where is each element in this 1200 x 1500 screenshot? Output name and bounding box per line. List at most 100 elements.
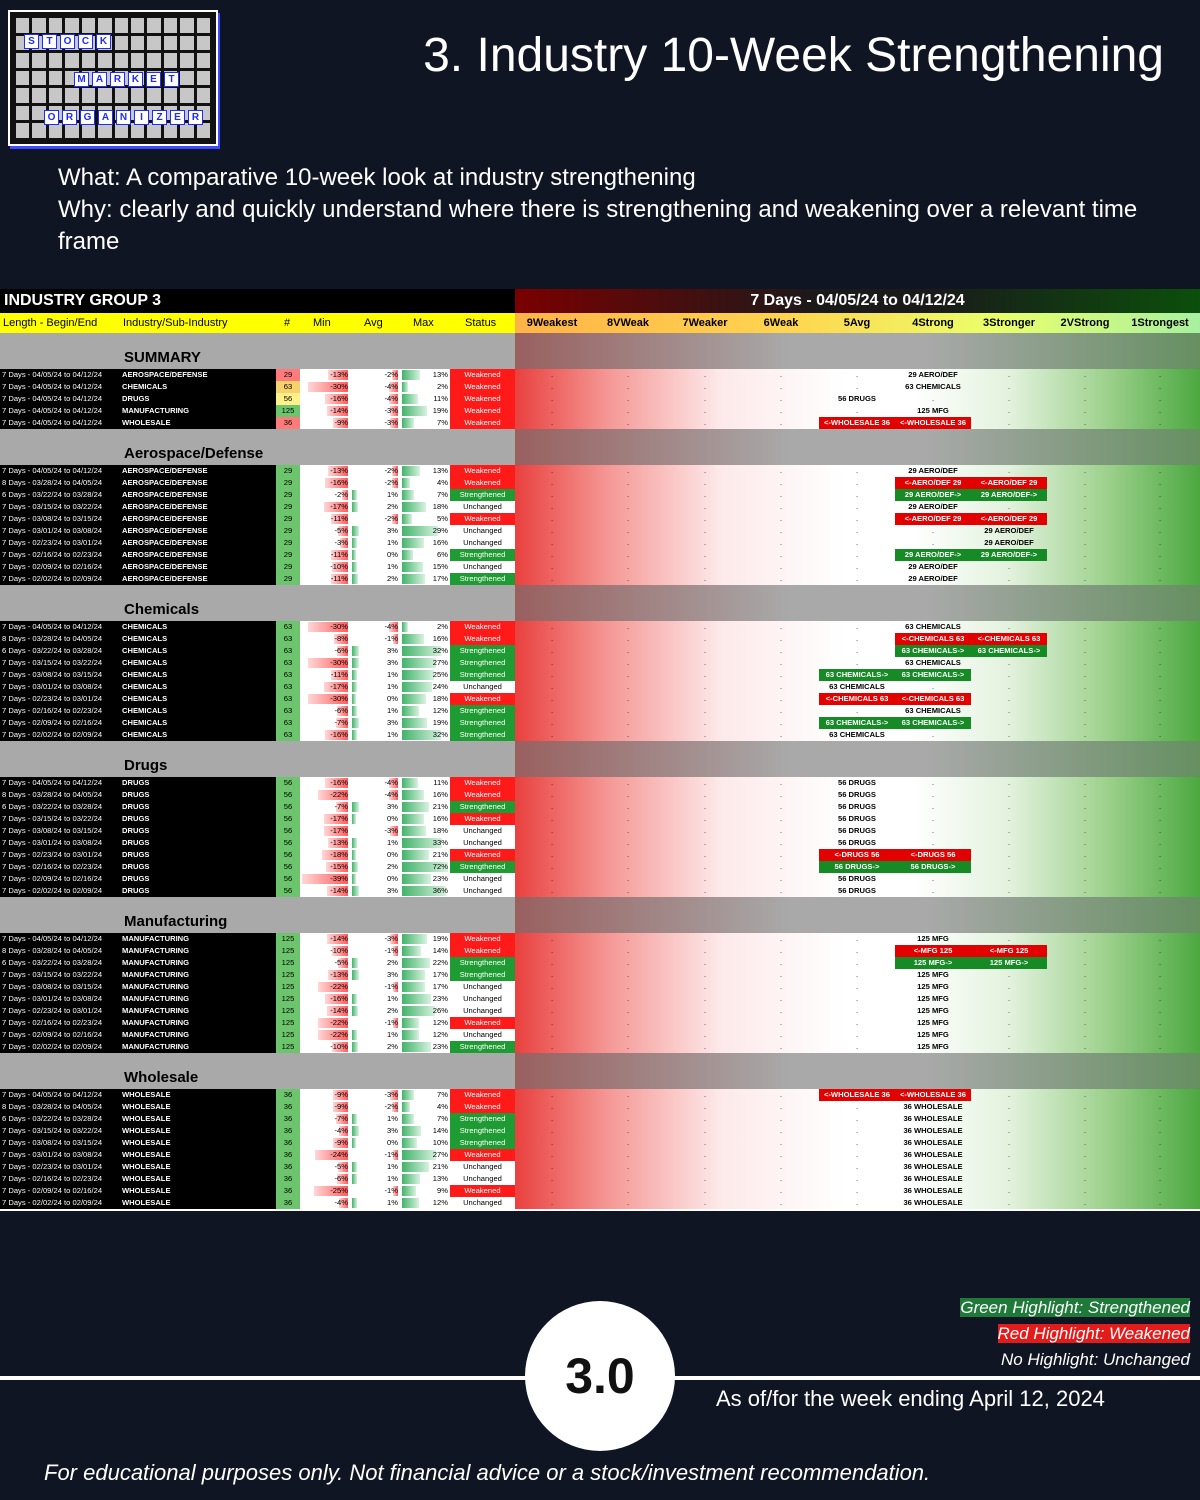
row-max-value: 21% bbox=[432, 802, 448, 811]
positive-bar bbox=[352, 670, 358, 680]
table-row: 7 Days - 02/23/24 to 03/01/24 AEROSPACE/D… bbox=[0, 537, 1200, 549]
row-max: 6% bbox=[400, 549, 450, 561]
row-min: -17% bbox=[300, 681, 350, 693]
lane-empty-marker: . bbox=[931, 802, 935, 811]
row-min-value: -9% bbox=[334, 1090, 348, 1099]
row-length: 7 Days - 02/23/24 to 03/01/24 bbox=[2, 1162, 103, 1171]
lane-empty-marker: . bbox=[779, 646, 783, 655]
lane-empty-marker: . bbox=[550, 466, 554, 475]
logo-tile bbox=[48, 70, 63, 86]
row-min-value: -30% bbox=[330, 382, 348, 391]
positive-bar bbox=[352, 502, 359, 512]
row-min: -9% bbox=[300, 417, 350, 429]
lane-empty-marker: . bbox=[779, 958, 783, 967]
row-min-value: -15% bbox=[330, 862, 348, 871]
row-industry: MANUFACTURING bbox=[122, 1018, 190, 1027]
lane-empty-marker: . bbox=[626, 946, 630, 955]
row-max: 2% bbox=[400, 621, 450, 633]
row-length: 6 Days - 03/22/24 to 03/28/24 bbox=[2, 802, 103, 811]
lane-empty-marker: . bbox=[779, 718, 783, 727]
positive-bar bbox=[402, 850, 430, 860]
row-max: 17% bbox=[400, 969, 450, 981]
positive-bar bbox=[352, 838, 358, 848]
negative-bar bbox=[314, 1186, 348, 1196]
lane-marker: 36 WHOLESALE bbox=[903, 1150, 963, 1159]
lane-empty-marker: . bbox=[550, 526, 554, 535]
row-min: -30% bbox=[300, 621, 350, 633]
logo-tile bbox=[48, 53, 63, 68]
row-avg: -2% bbox=[350, 465, 400, 477]
lane-marker: <-WHOLESALE 36 bbox=[895, 1089, 971, 1101]
row-min-value: -16% bbox=[330, 994, 348, 1003]
lane-empty-marker: . bbox=[1007, 1102, 1011, 1111]
lane-empty-marker: . bbox=[550, 562, 554, 571]
row-count: 125 bbox=[276, 957, 300, 969]
col-min: Min bbox=[313, 317, 331, 329]
row-max-value: 25% bbox=[432, 670, 448, 679]
row-max: 27% bbox=[400, 1149, 450, 1161]
negative-bar bbox=[391, 466, 398, 476]
lane-empty-marker: . bbox=[703, 1114, 707, 1123]
row-max: 17% bbox=[400, 981, 450, 993]
negative-bar bbox=[389, 622, 398, 632]
row-avg-value: 0% bbox=[387, 694, 398, 703]
row-avg: 1% bbox=[350, 669, 400, 681]
lane-empty-marker: . bbox=[779, 706, 783, 715]
positive-bar bbox=[352, 1174, 358, 1184]
row-industry: DRUGS bbox=[122, 394, 150, 403]
row-max: 16% bbox=[400, 633, 450, 645]
lane-empty-marker: . bbox=[626, 622, 630, 631]
row-avg: 0% bbox=[350, 813, 400, 825]
logo-tile bbox=[98, 53, 112, 68]
lane-empty-marker: . bbox=[550, 550, 554, 559]
row-max: 32% bbox=[400, 645, 450, 657]
table-row: 7 Days - 03/15/24 to 03/22/24 DRUGS 56 -17%… bbox=[0, 813, 1200, 825]
row-status: Strengthened bbox=[450, 969, 515, 981]
lane-marker: 36 WHOLESALE bbox=[903, 1162, 963, 1171]
negative-bar bbox=[338, 1162, 348, 1172]
row-length: 7 Days - 03/01/24 to 03/08/24 bbox=[2, 838, 103, 847]
lane-empty-marker: . bbox=[855, 982, 859, 991]
row-avg-value: -1% bbox=[384, 634, 398, 643]
lane-marker: <-DRUGS 56 bbox=[895, 849, 971, 861]
row-max: 16% bbox=[400, 813, 450, 825]
row-count: 56 bbox=[276, 393, 300, 405]
row-length: 7 Days - 03/15/24 to 03/22/24 bbox=[2, 970, 103, 979]
lane-empty-marker: . bbox=[779, 1018, 783, 1027]
logo-tile bbox=[130, 53, 145, 68]
logo-tile bbox=[32, 88, 46, 103]
positive-bar bbox=[402, 730, 442, 740]
lane-empty-marker: . bbox=[626, 790, 630, 799]
section-title: SUMMARY bbox=[124, 349, 201, 366]
row-count: 29 bbox=[276, 573, 300, 585]
row-min: -13% bbox=[300, 969, 350, 981]
row-avg-value: -3% bbox=[384, 418, 398, 427]
lane-empty-marker: . bbox=[1083, 406, 1087, 415]
table-row: 7 Days - 04/05/24 to 04/12/24 WHOLESALE 36… bbox=[0, 1089, 1200, 1101]
logo-tile bbox=[16, 18, 30, 33]
lane-empty-marker: . bbox=[703, 970, 707, 979]
positive-bar bbox=[352, 970, 360, 980]
row-status: Strengthened bbox=[450, 669, 515, 681]
lane-marker: <-MFG 125 bbox=[971, 945, 1047, 957]
negative-bar bbox=[339, 1126, 348, 1136]
table-row: 8 Days - 03/28/24 to 04/05/24 CHEMICALS 63… bbox=[0, 633, 1200, 645]
negative-bar bbox=[324, 394, 348, 404]
table-row: 7 Days - 02/02/24 to 02/09/24 CHEMICALS 63… bbox=[0, 729, 1200, 741]
lane-empty-marker: . bbox=[703, 1102, 707, 1111]
row-min-value: -5% bbox=[334, 958, 348, 967]
lane-empty-marker: . bbox=[855, 370, 859, 379]
row-label-bg bbox=[0, 1197, 276, 1209]
negative-bar bbox=[327, 886, 348, 896]
lane-empty-marker: . bbox=[779, 874, 783, 883]
row-avg-value: 0% bbox=[387, 850, 398, 859]
positive-bar bbox=[402, 706, 420, 716]
lane-gradient bbox=[515, 1089, 1200, 1209]
lane-empty-marker: . bbox=[703, 1042, 707, 1051]
lane-empty-marker: . bbox=[779, 1006, 783, 1015]
row-min: -16% bbox=[300, 729, 350, 741]
row-length: 7 Days - 03/08/24 to 03/15/24 bbox=[2, 670, 103, 679]
lane-empty-marker: . bbox=[1007, 394, 1011, 403]
row-min: -11% bbox=[300, 549, 350, 561]
